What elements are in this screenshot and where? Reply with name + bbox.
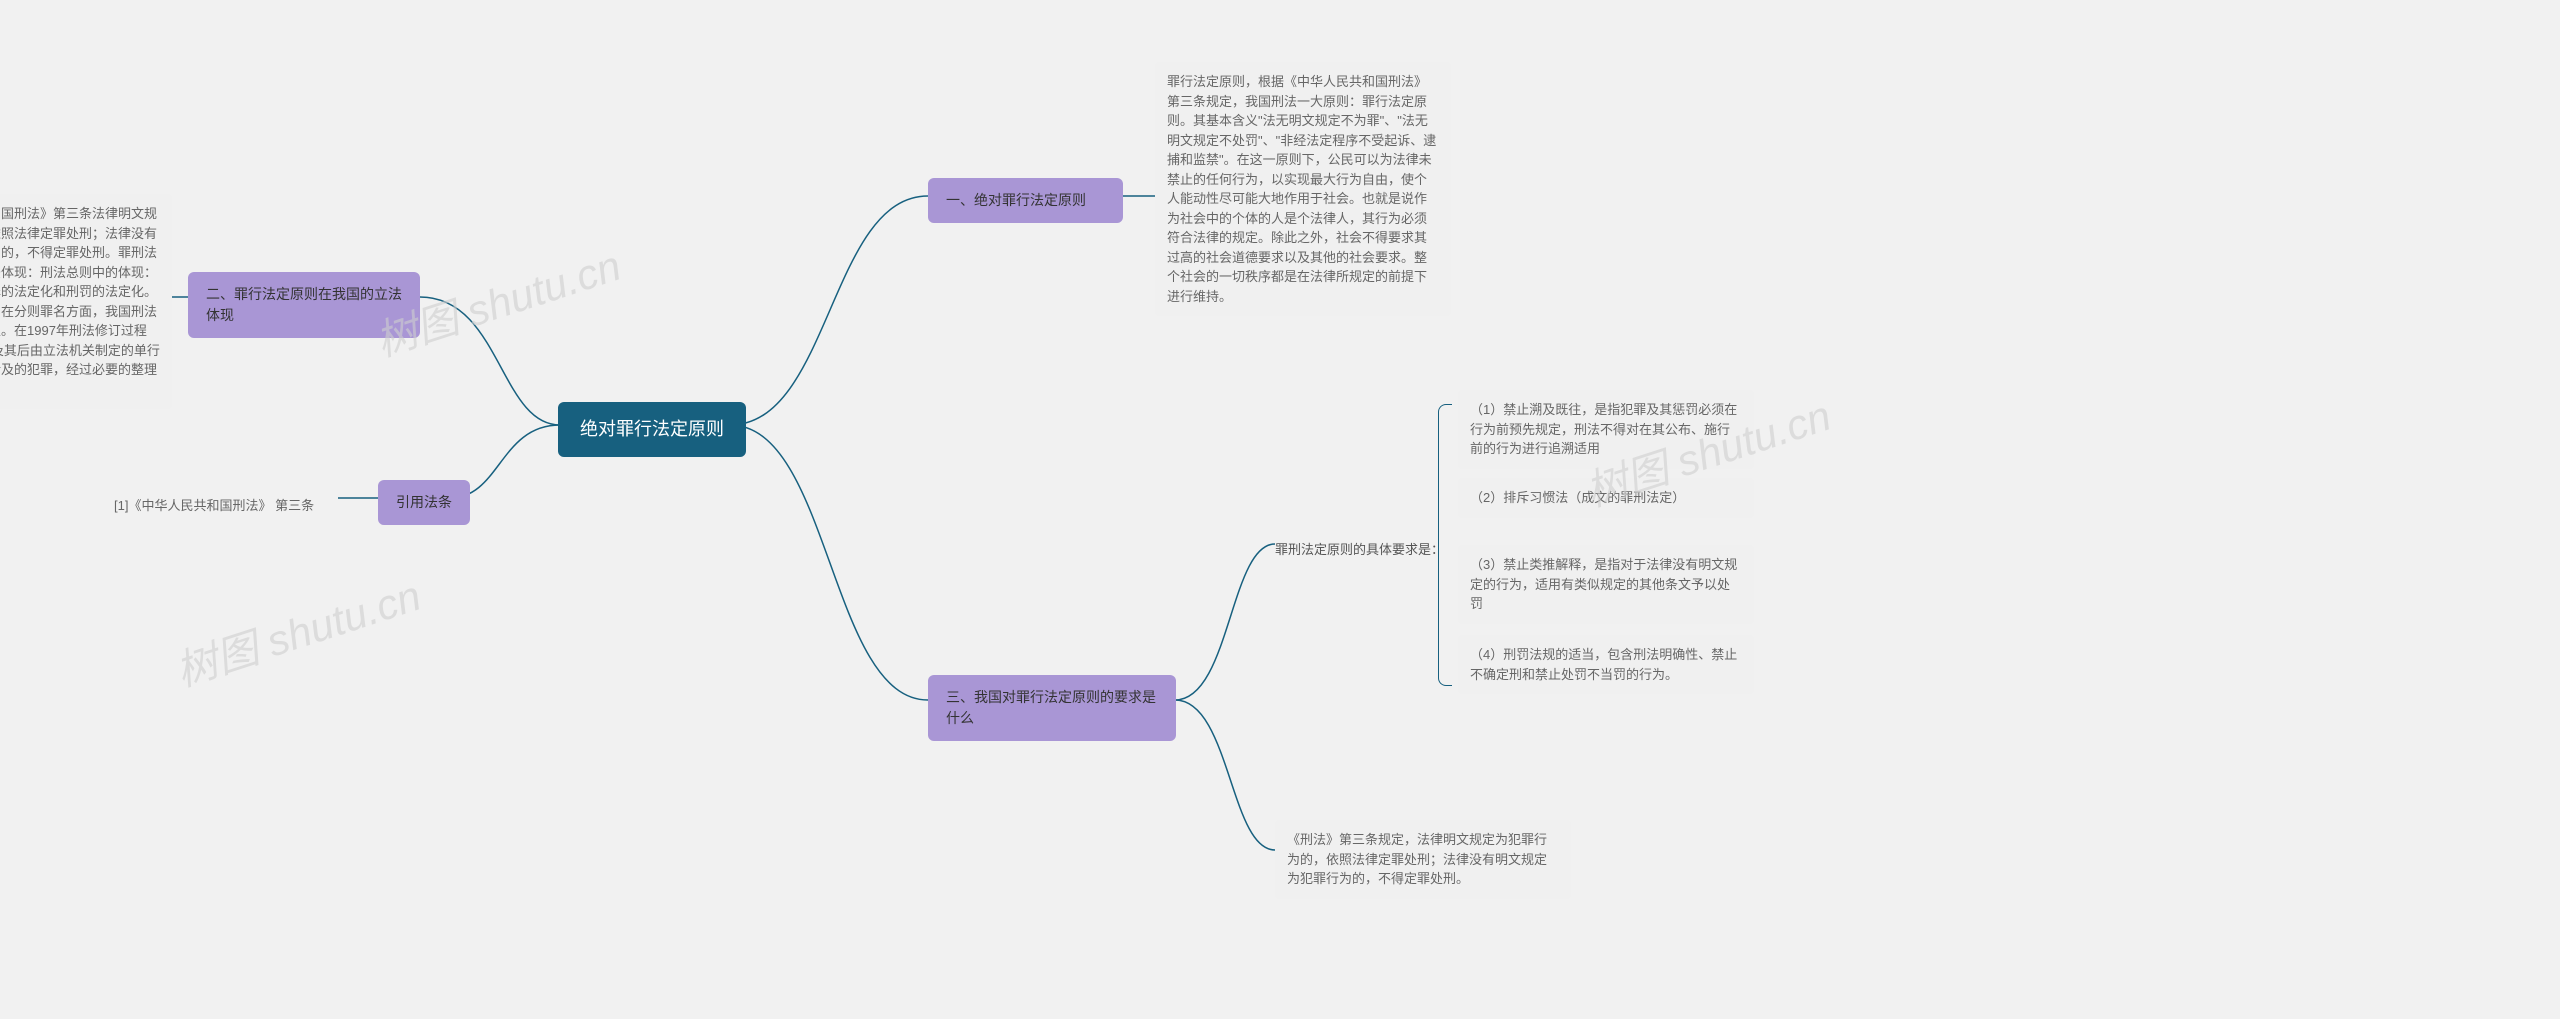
branch-legislation[interactable]: 二、罪行法定原则在我国的立法体现 [188, 272, 420, 338]
branch-2-label: 二、罪行法定原则在我国的立法体现 [206, 286, 402, 323]
root-node[interactable]: 绝对罪行法定原则 [558, 402, 746, 457]
branch-cite[interactable]: 引用法条 [378, 480, 470, 525]
leaf-req-2: （2）排斥习惯法（成文的罪刑法定） [1458, 478, 1754, 518]
leaf-legislation-desc: 根据《中华人民共和国刑法》第三条法律明文规定为犯罪行为的，依照法律定罪处刑；法律… [0, 194, 172, 409]
leaf-req-4: （4）刑罚法规的适当，包含刑法明确性、禁止不确定刑和禁止处罚不当罚的行为。 [1458, 635, 1754, 694]
leaf-article3-note: 《刑法》第三条规定，法律明文规定为犯罪行为的，依照法律定罪处刑；法律没有明文规定… [1275, 820, 1571, 899]
leaf-req-3: （3）禁止类推解释，是指对于法律没有明文规定的行为，适用有类似规定的其他条文予以… [1458, 545, 1754, 624]
leaf-req-1: （1）禁止溯及既往，是指犯罪及其惩罚必须在行为前预先规定，刑法不得对在其公布、施… [1458, 390, 1754, 469]
watermark-2: 树图 shutu.cn [167, 562, 428, 699]
leaf-b1-text: 罪行法定原则，根据《中华人民共和国刑法》第三条规定，我国刑法一大原则：罪行法定原… [1167, 74, 1436, 304]
branch-3-label: 三、我国对罪行法定原则的要求是什么 [946, 689, 1156, 726]
branch-cite-label: 引用法条 [396, 494, 452, 510]
sub-label-requirements: 罪刑法定原则的具体要求是： [1275, 535, 1444, 562]
mindmap-canvas: 绝对罪行法定原则 一、绝对罪行法定原则 罪行法定原则，根据《中华人民共和国刑法》… [0, 0, 2560, 1019]
leaf-b2-text: 根据《中华人民共和国刑法》第三条法律明文规定为犯罪行为的，依照法律定罪处刑；法律… [0, 206, 160, 397]
leaf-req-2-text: （2）排斥习惯法（成文的罪刑法定） [1470, 490, 1685, 505]
leaf-note-text: 《刑法》第三条规定，法律明文规定为犯罪行为的，依照法律定罪处刑；法律没有明文规定… [1287, 832, 1547, 886]
leaf-absolute-principle-desc: 罪行法定原则，根据《中华人民共和国刑法》第三条规定，我国刑法一大原则：罪行法定原… [1155, 62, 1451, 316]
leaf-req-3-text: （3）禁止类推解释，是指对于法律没有明文规定的行为，适用有类似规定的其他条文予以… [1470, 557, 1737, 611]
sub-label-text: 罪刑法定原则的具体要求是： [1275, 542, 1444, 557]
branch-absolute-principle[interactable]: 一、绝对罪行法定原则 [928, 178, 1123, 223]
root-label: 绝对罪行法定原则 [580, 419, 724, 439]
leaf-cite-text: [1]《中华人民共和国刑法》 第三条 [114, 498, 314, 513]
branch-1-label: 一、绝对罪行法定原则 [946, 192, 1086, 208]
branch-requirements[interactable]: 三、我国对罪行法定原则的要求是什么 [928, 675, 1176, 741]
leaf-cite: [1]《中华人民共和国刑法》 第三条 [102, 486, 338, 526]
leaf-req-1-text: （1）禁止溯及既往，是指犯罪及其惩罚必须在行为前预先规定，刑法不得对在其公布、施… [1470, 402, 1737, 456]
leaf-req-4-text: （4）刑罚法规的适当，包含刑法明确性、禁止不确定刑和禁止处罚不当罚的行为。 [1470, 647, 1737, 682]
